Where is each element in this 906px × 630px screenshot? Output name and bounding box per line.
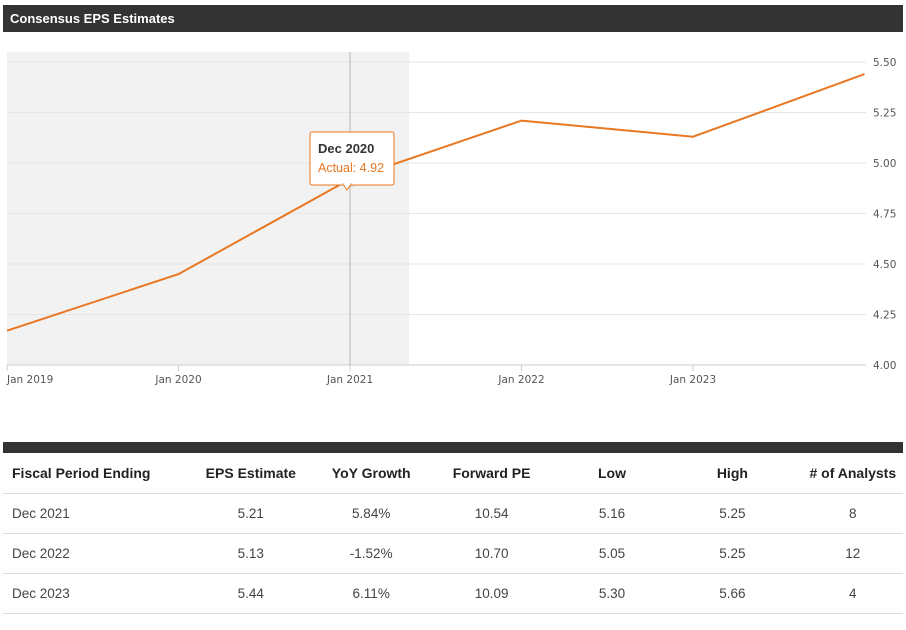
cell-forward-pe: 10.09 [421,573,562,614]
header-forward-pe: Forward PE [421,453,562,494]
cell-high: 5.25 [662,493,803,534]
eps-estimates-table: Fiscal Period Ending EPS Estimate YoY Gr… [3,453,903,614]
tooltip-actual-value: Actual: 4.92 [318,161,384,175]
cell-low: 5.30 [561,573,663,614]
y-tick-label: 4.00 [873,360,896,372]
x-tick-label: Jan 2023 [669,374,716,386]
grid-lines [7,61,866,366]
cell-eps-estimate: 5.21 [180,493,322,534]
header-num-analysts: # of Analysts [802,453,903,494]
cell-num-analysts: 12 [802,533,903,574]
y-tick-label: 4.25 [873,310,896,322]
header-fiscal-period: Fiscal Period Ending [3,453,181,494]
header-low: Low [561,453,663,494]
header-eps-estimate: EPS Estimate [180,453,322,494]
cell-fiscal-period: Dec 2021 [3,493,181,534]
table-row: Dec 2022 5.13 -1.52% 10.70 5.05 5.25 12 [3,533,903,574]
cell-num-analysts: 4 [802,573,903,614]
cell-num-analysts: 8 [802,493,903,534]
x-tick-label: Jan 2022 [497,374,544,386]
x-tick-label: Jan 2020 [154,374,201,386]
y-axis: 4.00 4.25 4.50 4.75 5.00 5.25 5.50 [873,57,896,372]
cell-high: 5.25 [662,533,803,574]
cell-yoy-growth: -1.52% [321,533,422,574]
x-tick-label: Jan 2021 [326,374,373,386]
table-row: Dec 2023 5.44 6.11% 10.09 5.30 5.66 4 [3,573,903,614]
x-tick-label: Jan 2019 [6,374,53,386]
cell-low: 5.05 [561,533,663,574]
cell-yoy-growth: 5.84% [321,493,422,534]
cell-high: 5.66 [662,573,803,614]
chart-title-bar: Consensus EPS Estimates [3,5,903,32]
header-high: High [662,453,803,494]
cell-yoy-growth: 6.11% [321,573,422,614]
cell-fiscal-period: Dec 2023 [3,573,181,614]
actual-period-shading [7,52,409,365]
cell-forward-pe: 10.54 [421,493,562,534]
cell-forward-pe: 10.70 [421,533,562,574]
x-axis: Jan 2019 Jan 2020 Jan 2021 Jan 2022 Jan 2023 [6,365,716,386]
table-top-bar [3,442,903,453]
cell-low: 5.16 [561,493,663,534]
header-yoy-growth: YoY Growth [321,453,422,494]
y-tick-label: 5.50 [873,57,896,69]
y-tick-label: 5.00 [873,158,896,170]
cell-eps-estimate: 5.13 [180,533,322,574]
eps-series-line [6,73,865,332]
y-tick-label: 4.75 [873,209,896,221]
table-row: Dec 2021 5.21 5.84% 10.54 5.16 5.25 8 [3,493,903,534]
cell-fiscal-period: Dec 2022 [3,533,181,574]
y-tick-label: 4.50 [873,259,896,271]
cell-eps-estimate: 5.44 [180,573,322,614]
y-tick-label: 5.25 [873,108,896,120]
tooltip-date: Dec 2020 [318,141,374,156]
eps-line-chart: Jan 2019 Jan 2020 Jan 2021 Jan 2022 Jan 2023… [6,52,896,386]
tooltip: Dec 2020 Actual: 4.92 [309,131,395,191]
tooltip-box [309,131,395,186]
table-header-row: Fiscal Period Ending EPS Estimate YoY Gr… [3,453,903,494]
